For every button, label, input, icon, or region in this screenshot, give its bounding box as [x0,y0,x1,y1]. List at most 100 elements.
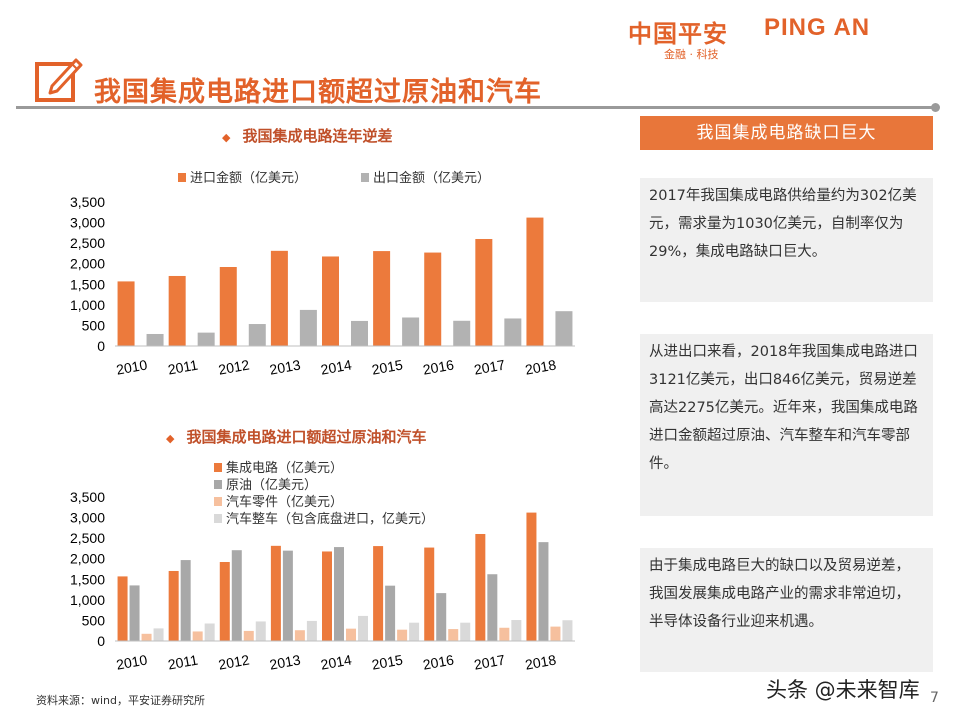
legend-swatch [361,173,369,182]
bar [346,628,356,641]
bar [219,267,237,346]
title-divider-dot [931,103,940,112]
chart2-title: 我国集成电路进口额超过原油和汽车 [186,428,427,446]
bar [129,585,140,641]
x-tick-label: 2018 [524,651,558,672]
legend-label: 集成电路（亿美元） [226,460,343,475]
bar [511,620,522,641]
legend-swatch [214,480,222,489]
logo-cn: 中国平安 [628,20,728,48]
bar [436,593,447,641]
chart1-title-wrap: ◆ 我国集成电路连年逆差 [222,125,392,146]
bar [146,333,164,346]
text-box-trade: 从进出口来看，2018年我国集成电路进口3121亿美元，出口846亿美元，贸易逆… [640,334,933,516]
y-tick-label: 1,000 [70,297,105,313]
bar [282,550,293,641]
bar [204,623,215,641]
y-tick-label: 0 [97,338,105,354]
legend-label: 汽车零件（亿美元） [226,494,343,509]
text-box-opportunity: 由于集成电路巨大的缺口以及贸易逆差，我国发展集成电路产业的需求非常迫切，半导体设… [640,548,933,672]
chart-ic-trade-balance: 进口金额（亿美元） 出口金额（亿美元） 0 500 1,000 1,500 2,000 2,5… [70,170,575,378]
bar [526,512,537,641]
bar [197,332,215,346]
x-tick-label: 2014 [319,651,353,672]
bar [538,542,549,641]
y-tick-label: 3,500 [70,489,105,505]
bar [243,630,254,641]
bar [255,621,266,641]
x-tick-label: 2018 [524,356,558,377]
x-tick-label: 2012 [217,356,251,377]
diamond-bullet-icon: ◆ [222,131,231,144]
bar [153,628,164,641]
x-tick-label: 2011 [167,652,200,673]
bar [322,551,332,641]
bar [475,533,486,641]
bar [231,550,242,641]
bar [168,275,186,346]
page-title: 我国集成电路进口额超过原油和汽车 [94,77,542,108]
bar [453,320,471,346]
y-tick-label: 3,500 [70,194,105,210]
bar [504,318,522,346]
bar [219,562,230,641]
y-tick-label: 3,000 [70,510,105,526]
bar [424,547,435,641]
edit-icon [35,58,83,102]
watermark: 头条 @未来智库 [766,678,920,702]
y-tick-label: 500 [82,317,106,333]
bar [409,622,420,641]
bar [385,585,396,641]
bar [424,252,442,346]
bar [270,250,288,346]
legend-swatch [214,497,222,506]
chart-ic-vs-oil-cars: 集成电路（亿美元） 原油（亿美元） 汽车零件（亿美元） 汽车整车（包含底盘进口，亿美元… [70,460,575,673]
x-tick-label: 2013 [268,356,302,377]
bar [306,620,317,641]
x-tick-label: 2010 [115,651,149,672]
bar [141,633,152,641]
x-tick-label: 2016 [422,651,456,672]
source-note: 资料来源：wind，平安证券研究所 [36,694,206,707]
x-tick-label: 2016 [422,356,456,377]
title-divider [16,106,936,109]
bar [168,570,179,641]
legend-label: 原油（亿美元） [226,477,317,492]
bar [334,547,344,641]
bar [555,311,573,346]
logo-tagline: 金融 · 科技 [664,48,719,61]
y-tick-label: 2,000 [70,256,105,272]
diamond-bullet-icon: ◆ [166,432,175,445]
legend-swatch [214,514,222,523]
bar [117,576,128,641]
y-tick-label: 3,000 [70,215,105,231]
y-tick-label: 1,500 [70,276,105,292]
x-tick-label: 2017 [473,651,507,672]
logo-en: PING AN [764,14,871,41]
bar [499,627,510,641]
bar [270,545,281,641]
bar [373,251,391,346]
bar [402,317,420,346]
page-number: 7 [930,690,939,706]
chart1-title: 我国集成电路连年逆差 [242,127,393,145]
y-tick-label: 500 [82,612,106,628]
bar [562,620,573,641]
bar [248,324,266,346]
x-tick-label: 2015 [371,651,405,672]
x-tick-label: 2011 [167,357,200,378]
x-tick-label: 2010 [115,356,149,377]
text-box-supply: 2017年我国集成电路供给量约为302亿美元，需求量为1030亿美元，自制率仅为… [640,178,933,302]
y-tick-label: 1,500 [70,571,105,587]
bar [192,631,203,641]
legend-label: 汽车整车（包含底盘进口，亿美元） [226,511,434,526]
bar [475,238,493,346]
bar [117,281,135,346]
y-tick-label: 2,500 [70,235,105,251]
y-tick-label: 0 [97,633,105,649]
chart2-title-wrap: ◆ 我国集成电路进口额超过原油和汽车 [166,426,426,447]
x-tick-label: 2014 [319,356,353,377]
bar [294,630,305,641]
legend-swatch [178,173,186,182]
section-header: 我国集成电路缺口巨大 [640,116,933,150]
